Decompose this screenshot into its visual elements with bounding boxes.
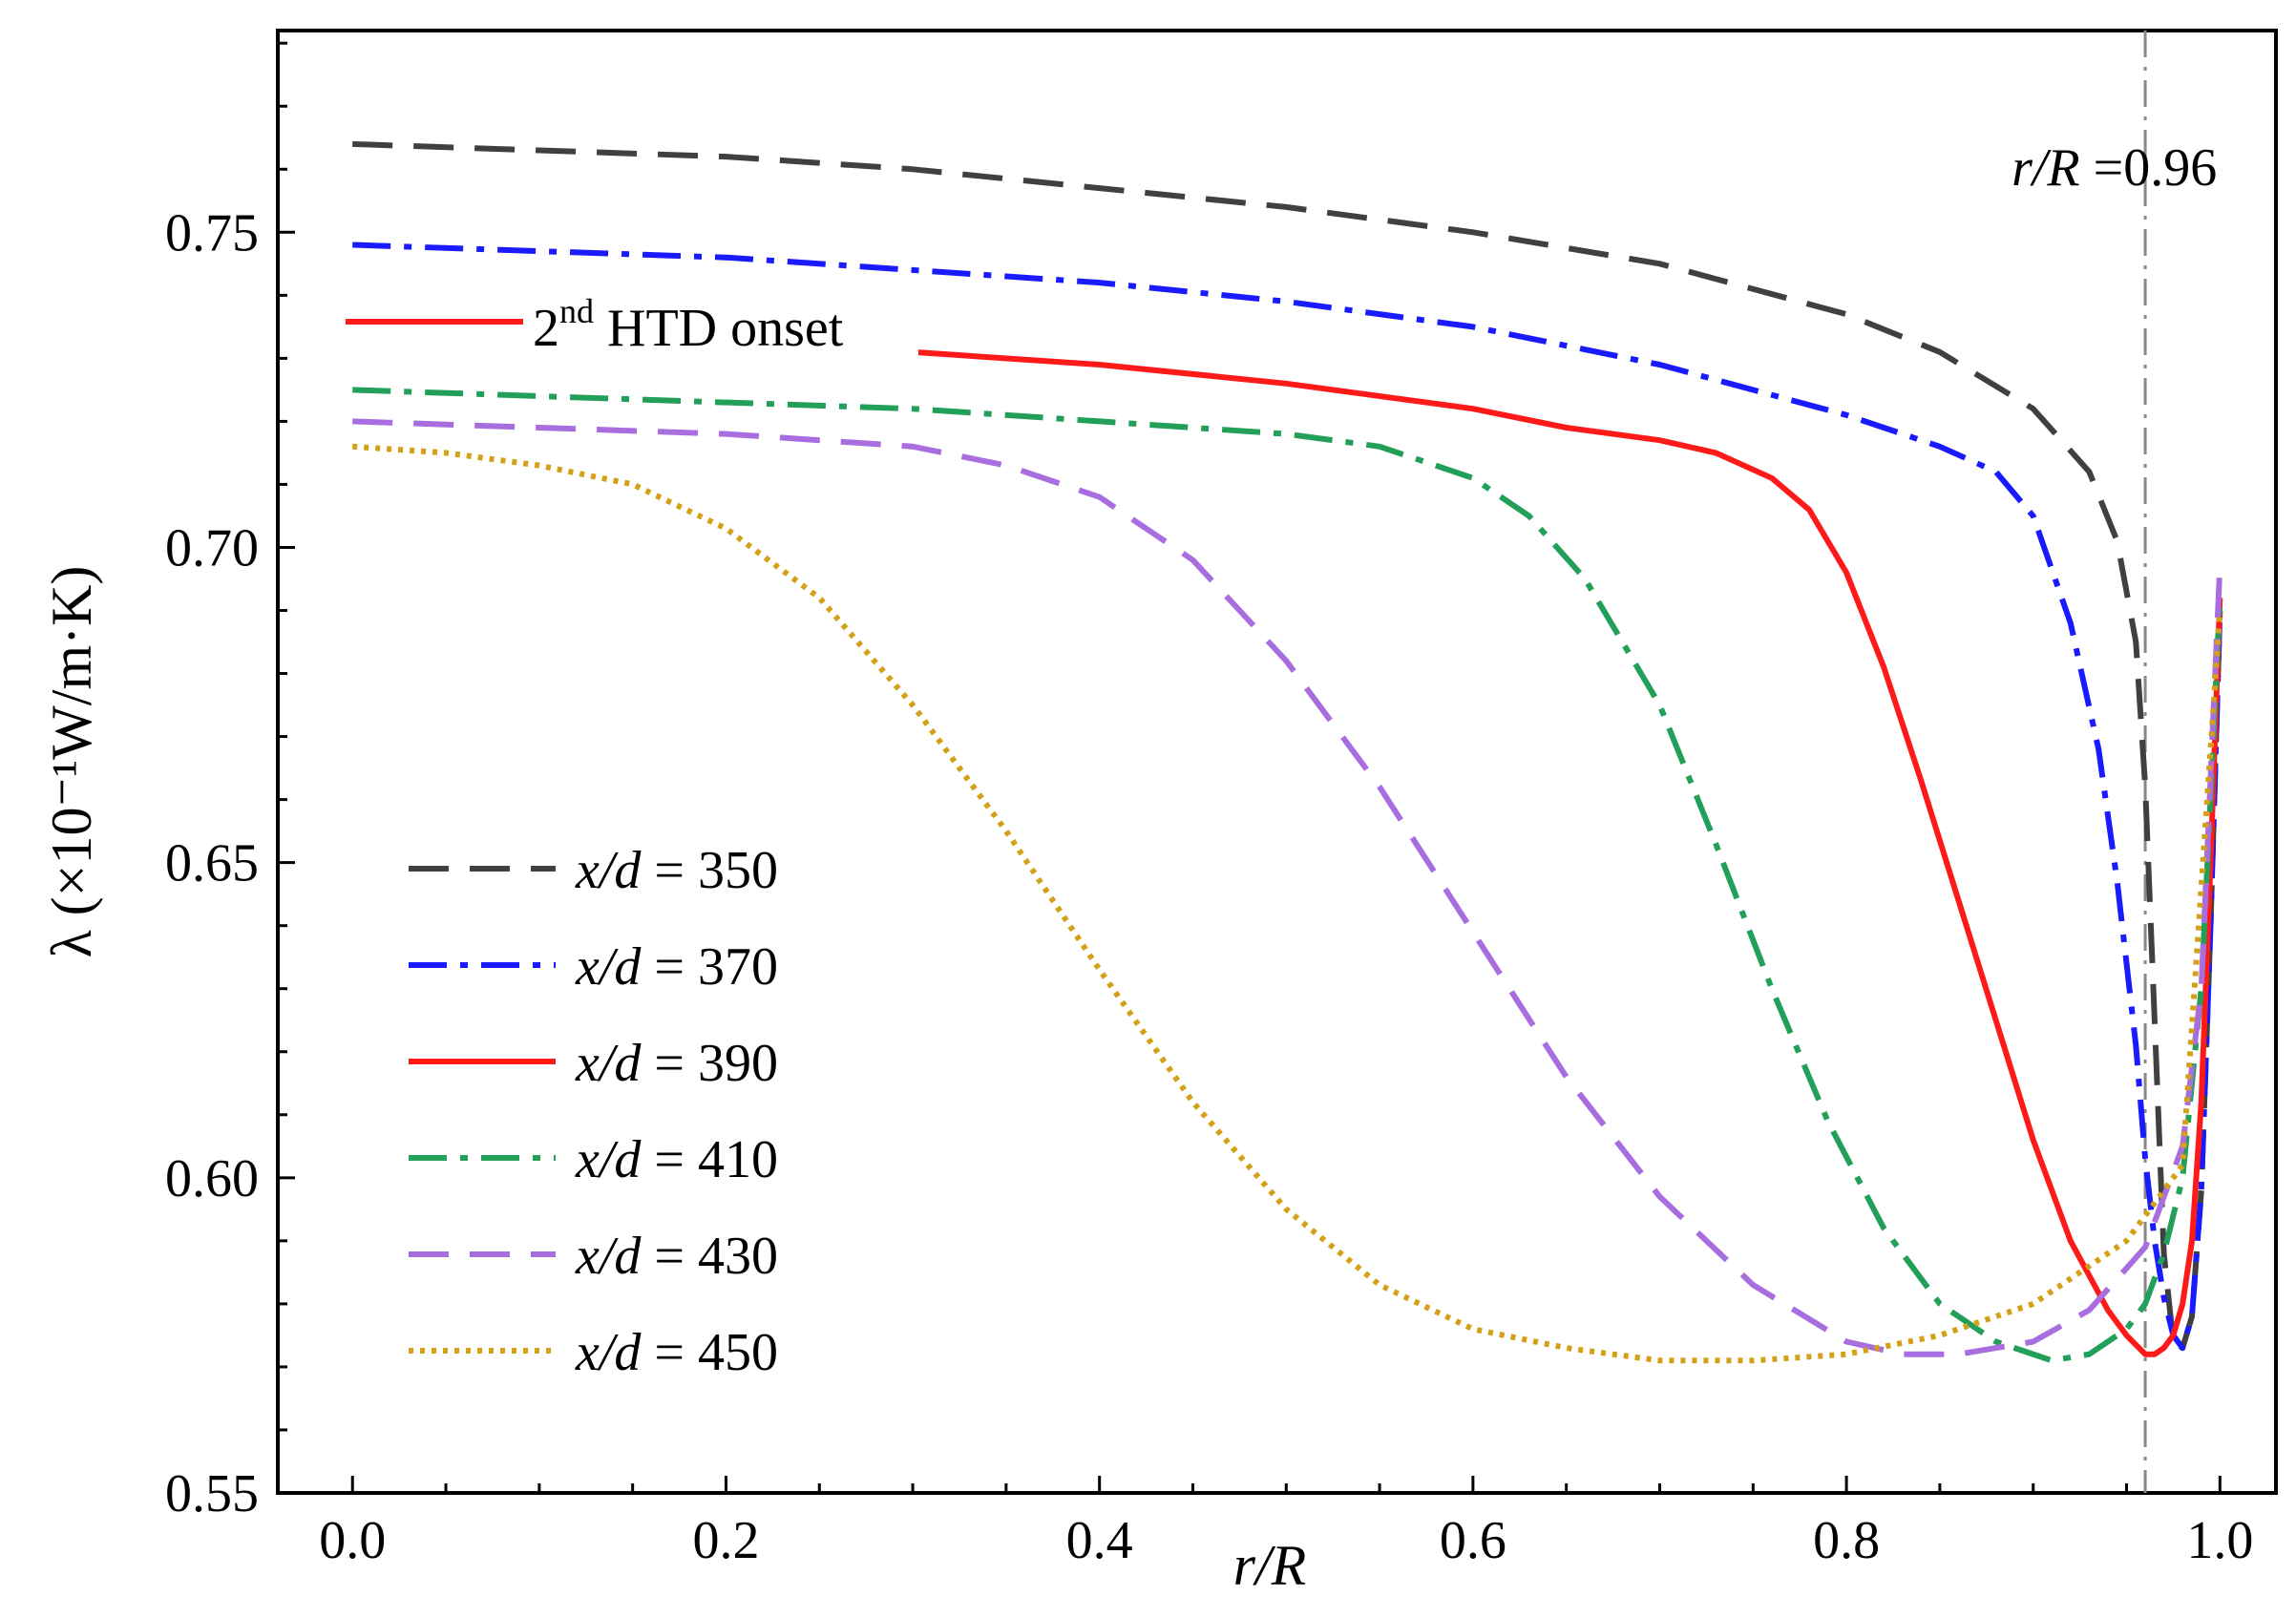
- legend-label-4: x/d = 410: [575, 1130, 778, 1189]
- legend-label-3: x/d = 390: [575, 1034, 778, 1093]
- x-tick-label: 1.0: [2186, 1511, 2253, 1570]
- series-line-4: [352, 387, 2223, 1364]
- x-tick-label: 0.8: [1813, 1511, 1880, 1570]
- legend: x/d = 350 x/d = 370 x/d = 390 x/d = 410 x/d …: [409, 841, 778, 1382]
- x-tick-label: 0.2: [692, 1511, 759, 1570]
- series-line-6: [351, 443, 2223, 1364]
- y-tick-label: 0.65: [165, 834, 259, 893]
- series-line-2: [352, 242, 2223, 1352]
- reference-line-label: r/R =0.96: [2012, 138, 2217, 198]
- y-tick-label: 0.55: [165, 1464, 259, 1523]
- annotation-backing: [527, 286, 918, 359]
- series-line-3: [912, 348, 2223, 1357]
- x-tick-labels: 0.0 0.2 0.4 0.6 0.8 1.0: [319, 1511, 2253, 1570]
- series-layer: [351, 140, 2223, 1364]
- x-tick-label: 0.0: [319, 1511, 386, 1570]
- plot-frame: [276, 29, 2278, 1495]
- legend-label-1: x/d = 350: [575, 841, 778, 900]
- axis-ticks: [278, 41, 2222, 1495]
- x-axis-title: r/R: [1233, 1534, 1307, 1597]
- legend-label-2: x/d = 370: [575, 937, 778, 997]
- legend-label-5: x/d = 430: [575, 1227, 778, 1286]
- htd-onset-label: 2nd HTD onset: [533, 292, 844, 358]
- y-tick-label: 0.75: [165, 203, 259, 263]
- legend-label-6: x/d = 450: [575, 1323, 778, 1382]
- y-tick-label: 0.60: [165, 1149, 259, 1208]
- y-axis-title: λ (×10⁻¹W/m·K): [40, 566, 103, 958]
- annotation-layer: r/R =0.96 2nd HTD onset: [346, 138, 2217, 359]
- y-tick-label: 0.70: [165, 518, 259, 578]
- series-line-1: [352, 140, 2223, 1352]
- x-tick-label: 0.6: [1440, 1511, 1506, 1570]
- y-tick-labels: 0.55 0.60 0.65 0.70 0.75: [165, 203, 259, 1523]
- x-tick-label: 0.4: [1066, 1511, 1133, 1570]
